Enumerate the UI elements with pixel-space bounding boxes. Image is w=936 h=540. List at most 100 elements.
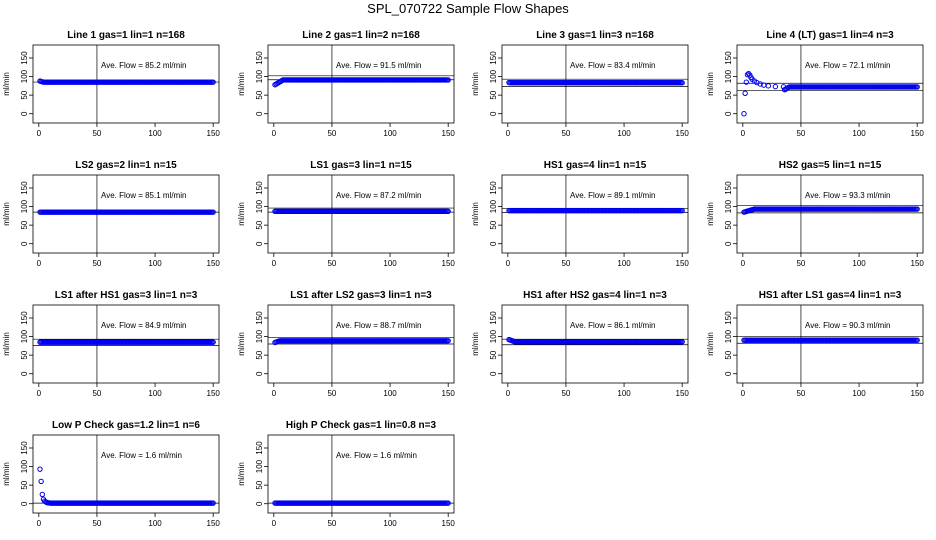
average-flow-annotation: Ave. Flow = 89.1 ml/min xyxy=(570,191,655,200)
x-tick-label: 0 xyxy=(37,519,42,528)
average-flow-annotation: Ave. Flow = 1.6 ml/min xyxy=(336,451,417,460)
x-tick-label: 100 xyxy=(383,129,397,138)
data-point xyxy=(679,339,685,345)
x-tick-label: 100 xyxy=(617,259,631,268)
plot-frame xyxy=(32,44,220,124)
x-tick-label: 150 xyxy=(442,129,456,138)
y-tick-label: 50 xyxy=(20,350,29,359)
y-tick-label: 50 xyxy=(255,350,264,359)
y-tick-label: 0 xyxy=(255,371,264,376)
x-tick-label: 100 xyxy=(383,389,397,398)
data-point xyxy=(757,81,763,87)
x-tick-label: 0 xyxy=(272,519,277,528)
y-tick-label: 100 xyxy=(489,199,498,213)
x-tick-label: 50 xyxy=(327,519,336,528)
average-flow-annotation: Ave. Flow = 93.3 ml/min xyxy=(805,191,890,200)
data-point xyxy=(679,207,685,214)
y-axis-label: ml/min xyxy=(706,72,715,96)
data-point xyxy=(914,206,920,212)
chart-panel: LS1 gas=3 lin=1 n=15 ml/min 0 50 100 150 0 50 10… xyxy=(237,160,455,268)
plot-frame xyxy=(736,174,924,254)
y-axis-label: ml/min xyxy=(2,332,11,356)
x-tick-label: 0 xyxy=(741,129,746,138)
y-tick-label: 0 xyxy=(724,371,733,376)
x-tick-label: 150 xyxy=(911,389,925,398)
y-tick-label: 0 xyxy=(489,111,498,116)
y-axis-label: ml/min xyxy=(2,462,11,486)
chart-panel: HS1 after LS1 gas=4 lin=1 n=3 ml/min 0 50 10… xyxy=(706,290,924,398)
chart-panel: LS1 after HS1 gas=3 lin=1 n=3 ml/min 0 50 10… xyxy=(2,290,220,398)
x-tick-label: 100 xyxy=(852,129,866,138)
y-axis-label: ml/min xyxy=(471,202,480,226)
data-point xyxy=(765,83,772,89)
y-axis-label: ml/min xyxy=(471,332,480,356)
x-tick-label: 50 xyxy=(796,259,805,268)
x-tick-label: 50 xyxy=(561,389,570,398)
y-tick-label: 100 xyxy=(724,329,733,343)
y-tick-label: 50 xyxy=(20,220,29,229)
y-tick-label: 150 xyxy=(255,311,264,325)
x-tick-label: 100 xyxy=(617,129,631,138)
x-tick-label: 50 xyxy=(561,129,570,138)
x-tick-label: 100 xyxy=(852,259,866,268)
panel-title: LS1 after LS2 gas=3 lin=1 n=3 xyxy=(290,290,432,301)
data-point xyxy=(38,478,44,485)
average-flow-annotation: Ave. Flow = 85.1 ml/min xyxy=(101,191,186,200)
y-tick-label: 150 xyxy=(255,441,264,455)
y-tick-label: 50 xyxy=(255,480,264,489)
plot-frame xyxy=(32,434,220,514)
data-point xyxy=(210,339,216,345)
y-tick-label: 0 xyxy=(20,501,29,506)
x-tick-label: 0 xyxy=(506,129,511,138)
panel-title: Line 2 gas=1 lin=2 n=168 xyxy=(302,30,420,41)
data-point xyxy=(744,72,751,78)
y-tick-label: 0 xyxy=(20,241,29,246)
y-tick-label: 150 xyxy=(724,311,733,325)
data-point xyxy=(210,500,216,506)
y-axis-label: ml/min xyxy=(237,332,246,356)
chart-panel: HS2 gas=5 lin=1 n=15 ml/min 0 50 100 150 0 50 10… xyxy=(706,160,924,268)
x-tick-label: 100 xyxy=(148,129,162,138)
average-flow-annotation: Ave. Flow = 72.1 ml/min xyxy=(805,61,890,70)
x-tick-label: 100 xyxy=(383,519,397,528)
panel-title: HS1 gas=4 lin=1 n=15 xyxy=(544,160,647,171)
y-tick-label: 0 xyxy=(255,501,264,506)
plot-frame xyxy=(267,44,455,124)
plot-frame xyxy=(32,174,220,254)
y-tick-label: 100 xyxy=(20,69,29,83)
x-tick-label: 100 xyxy=(383,259,397,268)
y-tick-label: 100 xyxy=(20,329,29,343)
y-axis-label: ml/min xyxy=(706,202,715,226)
chart-panel: HS1 gas=4 lin=1 n=15 ml/min 0 50 100 150 0 50 10… xyxy=(471,160,689,268)
chart-panel: Line 2 gas=1 lin=2 n=168 ml/min 0 50 100 150 0… xyxy=(237,30,455,138)
x-tick-label: 150 xyxy=(207,129,221,138)
average-flow-annotation: Ave. Flow = 84.9 ml/min xyxy=(101,321,186,330)
chart-panel: LS2 gas=2 lin=1 n=15 ml/min 0 50 100 150 0 50 10… xyxy=(2,160,220,268)
data-point xyxy=(679,80,685,86)
average-flow-annotation: Ave. Flow = 87.2 ml/min xyxy=(336,191,421,200)
x-tick-label: 0 xyxy=(741,259,746,268)
panel-title: Line 4 (LT) gas=1 lin=4 n=3 xyxy=(766,30,894,41)
x-tick-label: 0 xyxy=(506,389,511,398)
y-tick-label: 0 xyxy=(724,241,733,246)
x-tick-label: 0 xyxy=(272,259,277,268)
average-flow-annotation: Ave. Flow = 90.3 ml/min xyxy=(805,321,890,330)
y-tick-label: 100 xyxy=(255,329,264,343)
x-tick-label: 150 xyxy=(676,389,690,398)
chart-panel: HS1 after HS2 gas=4 lin=1 n=3 ml/min 0 50 10… xyxy=(471,290,689,398)
y-tick-label: 0 xyxy=(255,111,264,116)
x-tick-label: 0 xyxy=(506,259,511,268)
x-tick-label: 0 xyxy=(37,389,42,398)
average-flow-annotation: Ave. Flow = 86.1 ml/min xyxy=(570,321,655,330)
plot-frame xyxy=(501,304,689,384)
x-tick-label: 0 xyxy=(37,129,42,138)
x-tick-label: 100 xyxy=(148,389,162,398)
data-point xyxy=(210,79,216,85)
x-tick-label: 150 xyxy=(207,389,221,398)
figure-title: SPL_070722 Sample Flow Shapes xyxy=(367,1,569,16)
chart-panel: Line 3 gas=1 lin=3 n=168 ml/min 0 50 100 150 0… xyxy=(471,30,689,138)
data-point xyxy=(743,79,749,85)
x-tick-label: 0 xyxy=(272,389,277,398)
y-axis-label: ml/min xyxy=(471,72,480,96)
y-tick-label: 0 xyxy=(255,241,264,246)
